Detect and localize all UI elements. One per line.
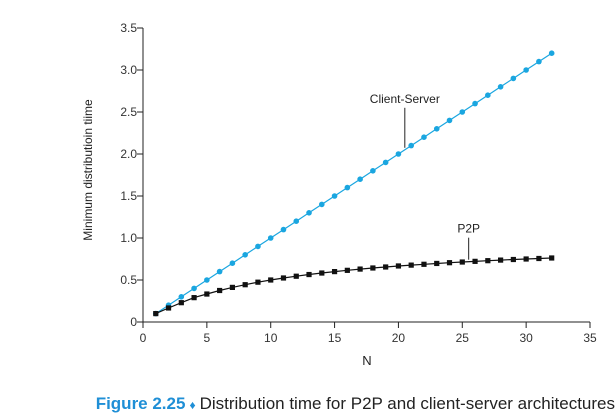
p2p-point <box>242 282 248 288</box>
y-tick-label: 0 <box>130 315 137 329</box>
y-tick-label: 1.5 <box>120 189 137 203</box>
series-layer <box>152 50 555 317</box>
axes-layer: 0 0.5 1.0 1.5 2.0 2.5 3.0 3.5 0 5 10 15 20 25 30 35 <box>120 21 597 345</box>
y-tick-label: 3.0 <box>120 63 137 77</box>
p2p-point <box>549 255 555 261</box>
client-server-point <box>485 92 491 98</box>
p2p-point <box>408 262 414 268</box>
figure-label: Figure 2.25 <box>95 394 186 413</box>
p2p-point <box>459 259 465 265</box>
client-server-point <box>395 151 402 157</box>
p2p-point <box>485 258 491 264</box>
p2p-point <box>446 260 453 266</box>
client-server-point <box>459 109 466 115</box>
client-server-point <box>319 201 325 208</box>
caption-text: Distribution time for P2P and client-ser… <box>199 394 615 413</box>
x-tick-label: 35 <box>583 331 597 345</box>
client-server-point <box>242 252 248 258</box>
figure-caption: Figure 2.25 ♦ Distribution time for P2P an… <box>0 394 615 415</box>
x-axis-label: N <box>362 353 371 368</box>
y-tick-label: 2.5 <box>120 105 137 119</box>
p2p-point <box>178 300 184 306</box>
p2p-point <box>536 255 542 262</box>
client-server-point <box>357 176 363 182</box>
p2p-point <box>344 267 350 273</box>
client-server-point <box>472 100 478 107</box>
client-server-point <box>370 168 376 174</box>
y-tick-label: 1.0 <box>120 231 137 245</box>
p2p-point <box>498 257 504 263</box>
x-tick-label: 10 <box>264 331 278 345</box>
client-server-point <box>331 193 338 199</box>
x-tick-label: 5 <box>204 331 211 345</box>
client-server-point <box>446 117 453 124</box>
p2p-point <box>153 311 159 317</box>
p2p-annotation: P2P <box>457 222 480 236</box>
client-server-point <box>523 67 529 73</box>
client-server-point <box>408 142 415 149</box>
p2p-point <box>306 271 312 278</box>
client-server-point <box>255 243 261 250</box>
client-server-point <box>204 277 210 283</box>
p2p-point <box>434 260 440 267</box>
p2p-point <box>217 287 223 294</box>
annotation-layer: Client-Server P2P <box>370 92 480 260</box>
p2p-point <box>523 256 529 262</box>
x-tick-label: 20 <box>392 331 406 345</box>
y-tick-label: 3.5 <box>120 21 137 35</box>
p2p-point <box>204 291 210 297</box>
chart: 0 0.5 1.0 1.5 2.0 2.5 3.0 3.5 0 5 10 15 20 25 30 35 Cli… <box>81 21 597 368</box>
client-server-point <box>306 210 312 216</box>
p2p-point <box>383 264 389 270</box>
diamond-icon: ♦ <box>189 398 196 412</box>
client-server-point <box>267 235 274 241</box>
client-server-point <box>433 126 440 132</box>
client-server-point <box>229 260 236 267</box>
client-server-point <box>536 58 542 65</box>
client-server-point <box>421 134 427 140</box>
p2p-point <box>255 279 261 285</box>
x-tick-label: 15 <box>328 331 342 345</box>
p2p-point <box>191 295 197 301</box>
p2p-point <box>421 261 427 267</box>
client-server-point <box>216 268 223 275</box>
x-tick-label: 25 <box>456 331 470 345</box>
p2p-point <box>370 265 376 271</box>
y-tick-label: 2.0 <box>120 147 137 161</box>
x-tick-label: 30 <box>519 331 533 345</box>
client-server-point <box>191 285 197 292</box>
x-tick-label: 0 <box>140 331 147 345</box>
client-server-point <box>178 294 185 300</box>
series-line-client-server <box>155 52 553 315</box>
p2p-point <box>268 277 274 283</box>
p2p-point <box>229 284 235 290</box>
p2p-point <box>510 256 516 263</box>
client-server-point <box>382 159 389 166</box>
y-tick-label: 0.5 <box>120 273 137 287</box>
client-server-point <box>548 50 555 56</box>
client-server-point <box>497 84 504 90</box>
client-server-point <box>344 184 351 191</box>
p2p-point <box>357 266 363 272</box>
client-server-point <box>280 226 287 233</box>
p2p-point <box>319 270 325 276</box>
client-server-point <box>510 75 517 82</box>
p2p-point <box>472 258 478 264</box>
series-line-p2p <box>155 257 552 315</box>
p2p-point <box>331 269 338 275</box>
p2p-point <box>165 305 172 311</box>
p2p-point <box>280 275 287 281</box>
y-axis-label: Minimum distributioin tiime <box>81 99 95 241</box>
p2p-point <box>293 273 299 279</box>
p2p-point <box>395 263 402 269</box>
client-server-annotation: Client-Server <box>370 92 440 106</box>
client-server-point <box>293 218 300 224</box>
